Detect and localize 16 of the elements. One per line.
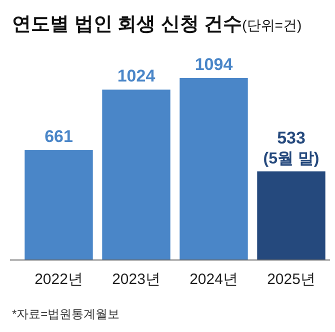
data-label: 661	[44, 127, 73, 146]
x-tick-label: 2024년	[190, 271, 238, 288]
data-label: 1094	[194, 55, 234, 74]
bar	[180, 78, 248, 260]
bar	[102, 90, 170, 260]
x-tick-label: 2023년	[112, 271, 160, 288]
data-label: 533	[277, 128, 306, 148]
data-label: 1024	[117, 66, 156, 86]
text: *자료=법원통계월보	[12, 307, 120, 321]
x-tick-label: 2022년	[34, 271, 83, 288]
annotation: (5월 말)	[263, 150, 320, 168]
bar	[24, 150, 93, 260]
x-tick-label: 2025년	[267, 271, 316, 288]
chart-title: 연도별 법인 회생 신청 건수	[12, 14, 242, 35]
bar	[257, 171, 326, 260]
chart-subtitle: (단위=건)	[242, 17, 302, 33]
